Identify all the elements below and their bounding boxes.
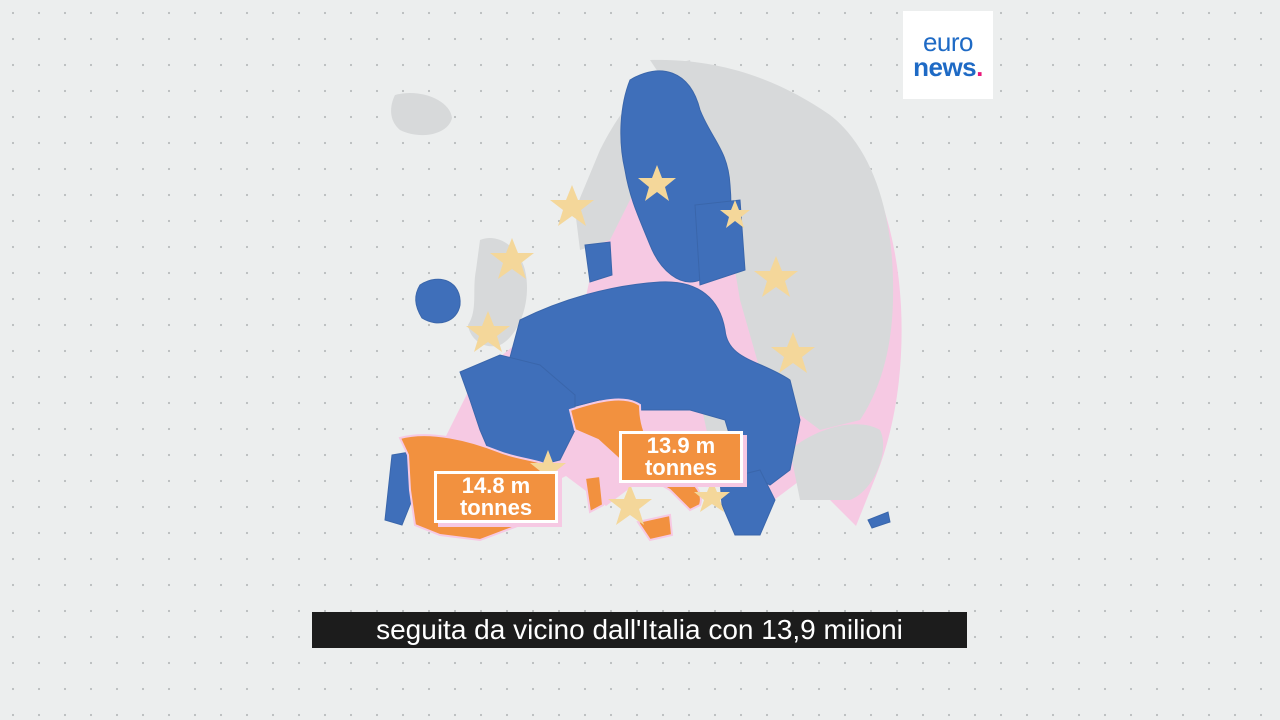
- callout-spain-unit: tonnes: [459, 495, 533, 520]
- star-icon: [720, 200, 750, 228]
- star-icon: [466, 311, 510, 352]
- logo-dot: .: [976, 52, 983, 82]
- callout-spain: 14.8 m tonnes: [434, 471, 558, 523]
- star-icon: [608, 484, 652, 525]
- euronews-logo: euro news.: [903, 11, 993, 99]
- sicily-shape: [636, 513, 674, 542]
- denmark-shape: [584, 241, 613, 283]
- logo-line-euro: euro: [922, 27, 974, 57]
- callout-italy-value: 13.9 m: [646, 433, 716, 458]
- logo-line-news: news.: [913, 54, 983, 80]
- cyprus-shape: [867, 511, 891, 529]
- ireland-shape: [415, 278, 461, 324]
- star-icon: [754, 256, 798, 297]
- callout-spain-value: 14.8 m: [461, 473, 531, 498]
- star-icon: [550, 185, 594, 226]
- iceland-shape: [391, 92, 452, 136]
- sardinia-shape: [583, 474, 605, 514]
- turkey-shape: [790, 424, 884, 500]
- callout-italy: 13.9 m tonnes: [619, 431, 743, 483]
- star-icon: [771, 332, 815, 373]
- star-icon: [638, 165, 676, 201]
- logo-news-text: news: [913, 52, 977, 82]
- eu-land: [384, 70, 891, 536]
- star-icon: [694, 480, 730, 512]
- video-subtitle: seguita da vicino dall'Italia con 13,9 m…: [312, 612, 967, 648]
- callout-italy-unit: tonnes: [644, 455, 718, 480]
- greece-shape: [719, 469, 776, 536]
- france-shape: [459, 354, 576, 471]
- star-icon: [490, 238, 534, 279]
